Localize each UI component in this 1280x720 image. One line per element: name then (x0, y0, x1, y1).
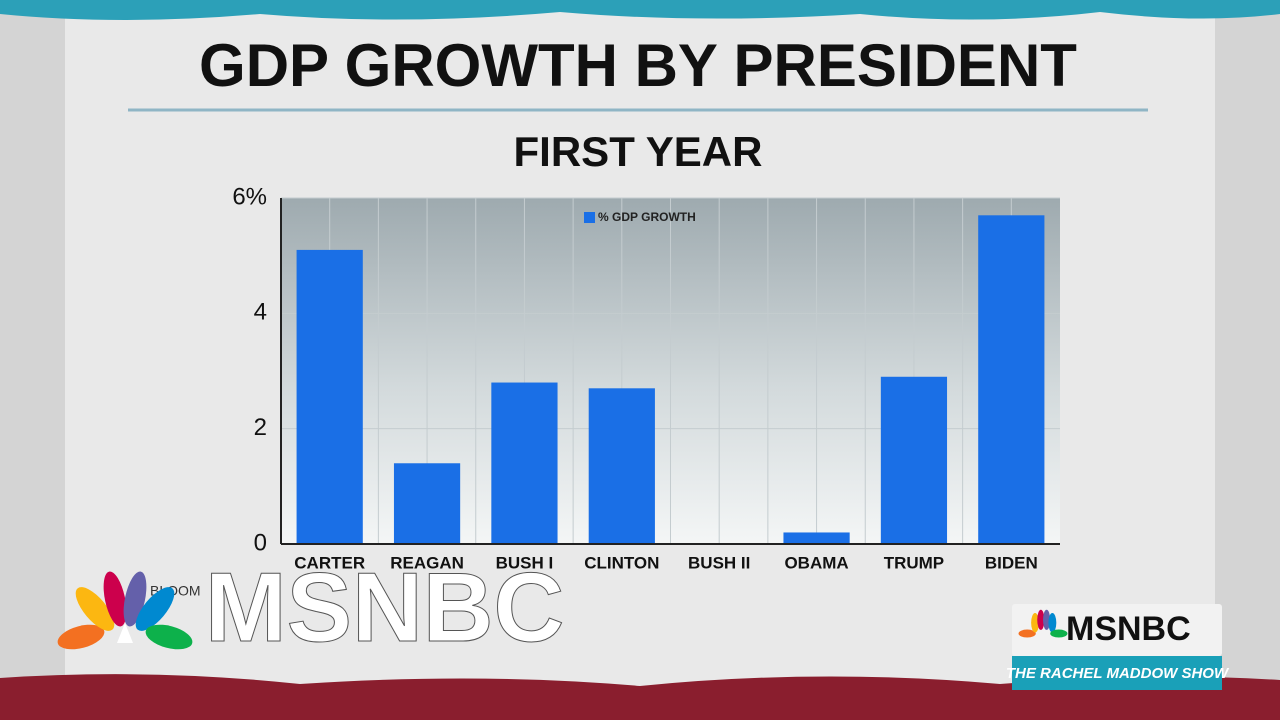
bar (880, 376, 948, 544)
bar (393, 463, 461, 544)
feather (135, 587, 175, 631)
x-tick-label: CARTER (294, 553, 365, 572)
y-tick-label: 4 (254, 299, 267, 326)
feather (1048, 613, 1057, 633)
show-banner (1012, 656, 1222, 690)
bar (783, 532, 850, 544)
peacock-body (117, 623, 133, 643)
feather (1031, 613, 1040, 633)
corner-logo-box (1012, 604, 1222, 656)
feather (1050, 629, 1068, 638)
corner-peacock (1018, 609, 1068, 638)
x-tick-label: OBAMA (784, 553, 848, 572)
network-logo: MSNBC (205, 552, 564, 662)
feather (1037, 609, 1045, 630)
legend-swatch (584, 212, 595, 223)
x-tick-label: BIDEN (985, 553, 1038, 572)
bar (978, 215, 1045, 545)
bottom-band (0, 674, 1280, 720)
feather (75, 587, 115, 631)
feather (1043, 609, 1051, 630)
bar (491, 382, 558, 544)
bar (296, 249, 363, 544)
x-tick-label: BUSH II (688, 553, 750, 572)
feather (57, 624, 105, 650)
x-tick-label: CLINTON (584, 553, 659, 572)
feather (145, 624, 193, 650)
top-band (0, 0, 1280, 20)
y-tick-label: 2 (254, 414, 267, 441)
y-tick-label: 0 (254, 529, 267, 556)
feather (1018, 629, 1036, 638)
corner-logo: MSNBC (1066, 610, 1191, 648)
peacock (57, 571, 193, 650)
chart-title: GDP GROWTH BY PRESIDENT (199, 32, 1077, 99)
feather (103, 571, 127, 627)
x-tick-label: TRUMP (884, 553, 944, 572)
bar (588, 388, 655, 544)
x-tick-label: BUSH I (496, 553, 554, 572)
show-name: THE RACHEL MADDOW SHOW (1006, 665, 1230, 682)
legend-label: % GDP GROWTH (598, 210, 696, 224)
y-tick-label: 6% (232, 183, 267, 210)
chart-subtitle: FIRST YEAR (514, 128, 763, 175)
x-tick-label: REAGAN (390, 553, 464, 572)
